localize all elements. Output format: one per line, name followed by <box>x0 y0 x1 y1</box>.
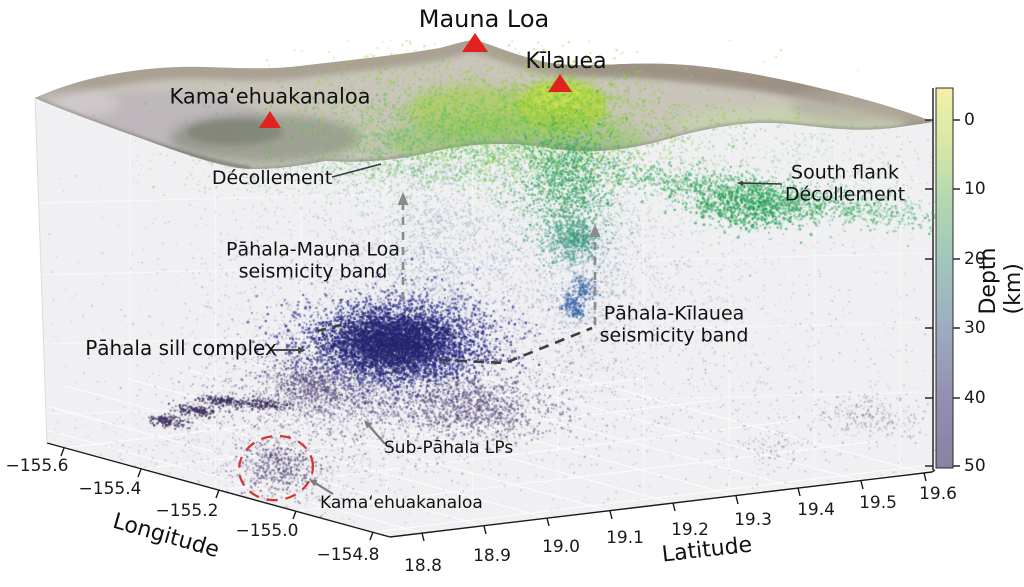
kamaehuakanaloa-marker <box>259 111 281 128</box>
band-path-dashed-west <box>316 321 350 333</box>
band-path-dashed <box>439 326 593 365</box>
kamaehuakanaloa-dashed-circle <box>237 434 315 502</box>
pahala-mauna-loa-band-arrow <box>397 192 409 300</box>
mauna-loa-marker <box>462 33 488 52</box>
kilauea-marker <box>548 74 572 92</box>
south-flank-pointer <box>737 180 783 186</box>
pahala-sill-pointer <box>270 346 306 354</box>
sub-pahala-pointer <box>364 420 386 445</box>
pahala-kilauea-band-arrow <box>589 224 601 325</box>
decollement-pointer <box>331 163 382 178</box>
kamaehuakanaloa-pointer <box>309 479 334 495</box>
